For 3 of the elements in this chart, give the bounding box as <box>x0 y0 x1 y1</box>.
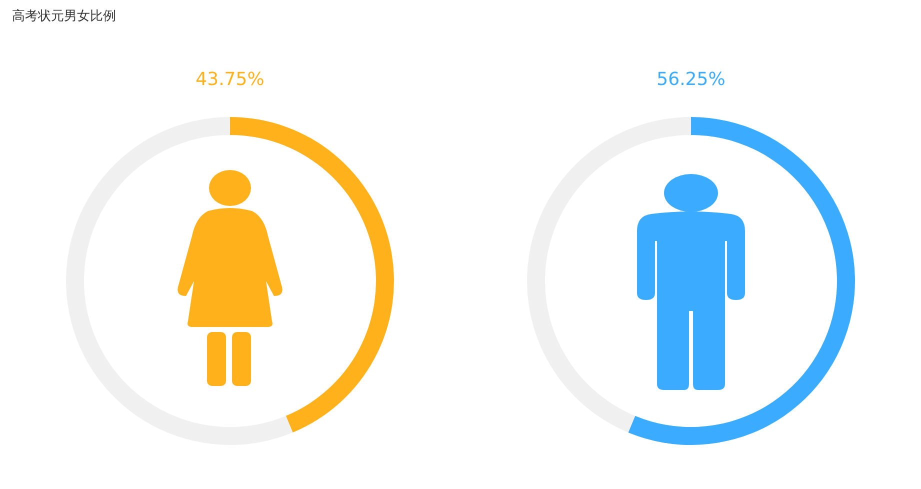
data-label: 56.25% <box>656 69 726 90</box>
data-label: 43.75% <box>196 69 264 90</box>
chart-title: 高考状元男女比例 <box>12 8 116 24</box>
